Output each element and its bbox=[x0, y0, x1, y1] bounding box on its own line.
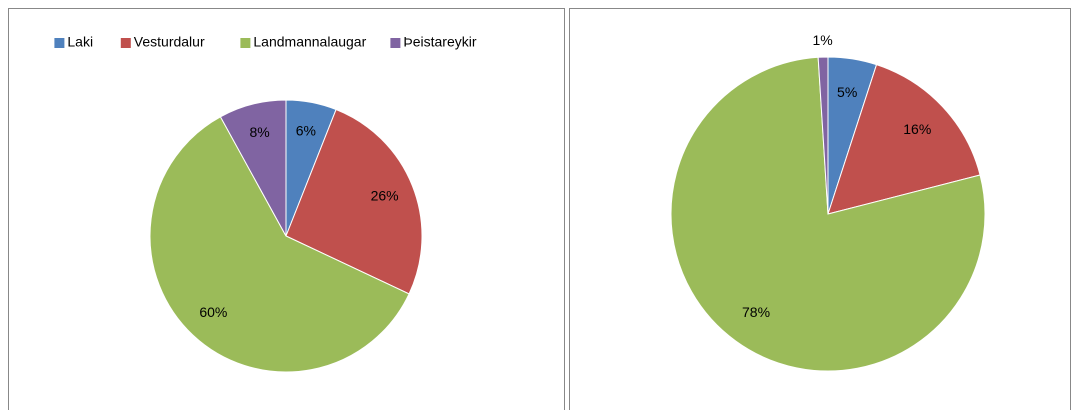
data-label: 60% bbox=[199, 304, 227, 320]
data-label: 5% bbox=[837, 84, 857, 100]
pie-slice bbox=[817, 56, 829, 215]
legend-label: Landmannalaugar bbox=[253, 34, 366, 50]
data-label: 6% bbox=[296, 123, 316, 139]
data-label: 26% bbox=[371, 188, 399, 204]
pie-slice bbox=[149, 116, 410, 373]
legend-swatch bbox=[54, 38, 65, 48]
data-label: 16% bbox=[903, 121, 931, 137]
legend-swatch bbox=[390, 38, 401, 48]
data-label: 1% bbox=[812, 32, 832, 48]
pie-slice bbox=[219, 99, 287, 237]
data-label: 78% bbox=[742, 304, 770, 320]
legend-label: Vesturdalur bbox=[134, 34, 205, 50]
legend-label: Laki bbox=[67, 34, 93, 50]
pie-slice bbox=[670, 56, 986, 372]
pie-slice bbox=[285, 108, 423, 295]
legend-swatch bbox=[240, 38, 251, 48]
data-label: 8% bbox=[250, 124, 270, 140]
pie-slice bbox=[827, 64, 981, 215]
legend-swatch bbox=[120, 38, 131, 48]
legend-label: Þeistareykir bbox=[403, 34, 476, 50]
